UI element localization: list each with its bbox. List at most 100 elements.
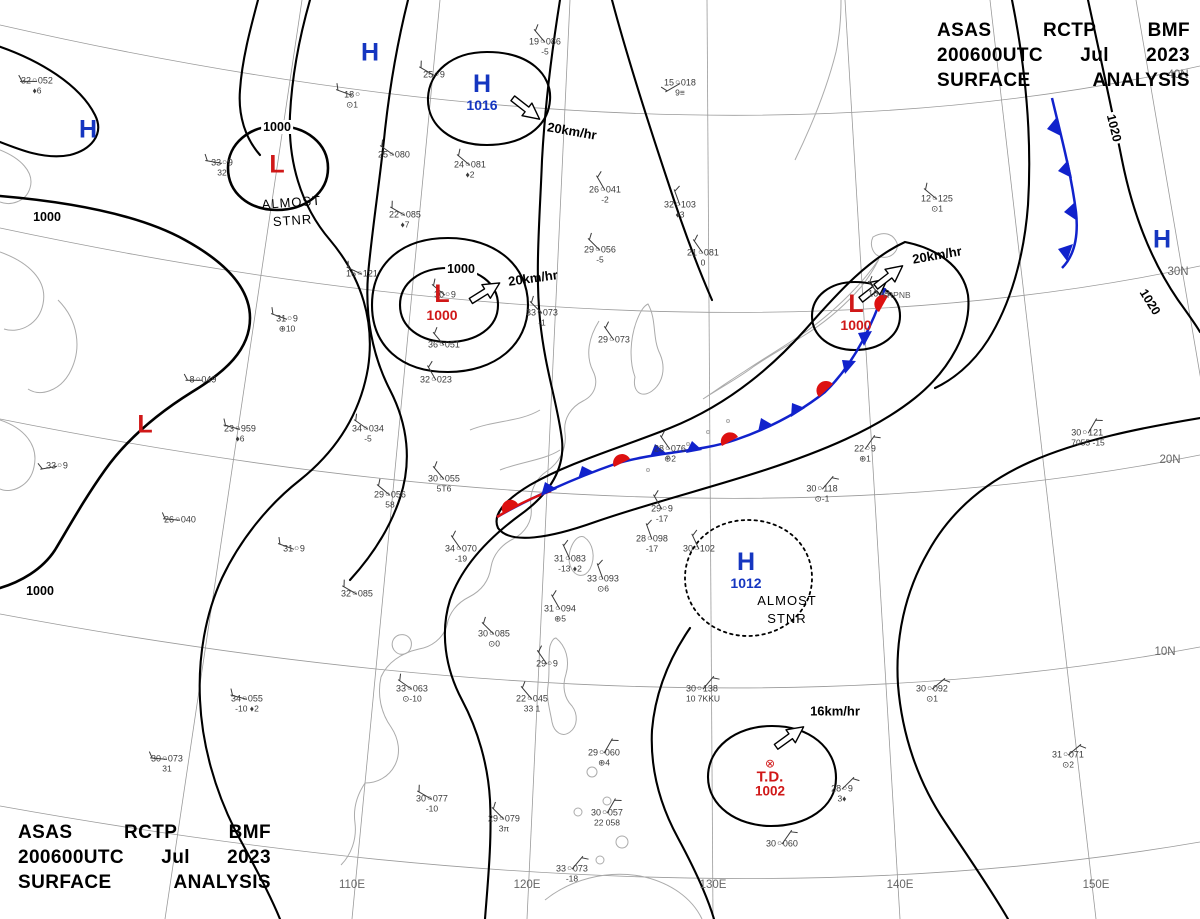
station-sub-value: 3π [498, 823, 510, 834]
station-value-left: 33 [396, 683, 407, 694]
pressure-system-value: 1002 [754, 783, 786, 799]
station-values: 30 ○ 9 [434, 290, 456, 301]
station-value-right: 9 [439, 69, 445, 80]
station-values: 25 ○ 9 [423, 70, 445, 81]
station-sub-value: 58 [385, 499, 395, 510]
pressure-system-letter: L [434, 280, 450, 309]
station-value-right: 118 [823, 483, 838, 494]
pressure-system-letter: H [360, 38, 380, 67]
station-sub-value: -1 [538, 317, 546, 328]
station-sub-value: ⊕2 [664, 453, 676, 464]
station-value-right: 018 [680, 77, 696, 88]
station-value-left: 31 [1052, 749, 1063, 760]
station-value-right: 076 [670, 443, 686, 454]
latitude-label: 40N [1167, 69, 1189, 81]
pressure-system-letter: L [848, 290, 864, 319]
station-value-left: 29 [374, 489, 385, 500]
station-value-left: 30 [478, 628, 489, 639]
pressure-system-letter: T.D. [756, 768, 784, 786]
station-values: 30 ○ 121 [1071, 428, 1105, 439]
station-sub-value: -10 [425, 803, 439, 814]
cold-front-triangle [1058, 160, 1072, 178]
station-circle-icon: ○ [565, 554, 570, 564]
longitude-label: 130E [699, 879, 727, 891]
isobar-closed-low [810, 280, 902, 352]
station-value-right: 060 [782, 838, 798, 849]
station-plot: 29 ○ 056 -5 [584, 232, 616, 266]
station-value-right: 125 [937, 193, 953, 204]
warm-front-semicircle [613, 454, 630, 467]
station-circle-icon: ○ [662, 504, 667, 514]
coastline-russia [794, 0, 842, 161]
station-sub-value: ⊙1 [926, 693, 938, 704]
front-stationary [496, 287, 888, 519]
coastline-hokkaido [870, 233, 898, 258]
coastline-island [595, 855, 605, 865]
station-value-right: 093 [603, 573, 619, 584]
station-plot: 30 ○ 057 22 058 [591, 798, 623, 829]
pressure-system-high: H 1012 [730, 550, 761, 590]
station-circle-icon: ○ [602, 808, 607, 818]
station-value-left: 30 [1071, 427, 1082, 438]
station-sub-value: 5T6 [436, 483, 452, 494]
station-values: 30 ○ 085 [478, 629, 510, 640]
station-value-right: 094 [560, 603, 576, 614]
chart-title-line-3: SURFACE ANALYSIS [18, 872, 271, 893]
station-plot: 26 ○ 041 -2 [589, 171, 621, 206]
station-values: 15○018 [664, 78, 696, 89]
station-values: 19 ○ 086 [529, 37, 561, 48]
isobar-path [443, 0, 564, 919]
station-sub-value: -19 [454, 553, 468, 564]
cold-front-triangle [1058, 244, 1073, 261]
isobar-path [198, 0, 371, 919]
coastline-luzon [547, 637, 577, 735]
station-plot: 12○125⊙1 [921, 182, 953, 215]
station-circle-icon: ○ [600, 185, 605, 195]
station-value-left: 19 [529, 36, 540, 47]
isobar-path [0, 45, 100, 158]
station-plot: 22○085♦7 [389, 200, 421, 231]
station-value-right: 080 [394, 149, 410, 160]
station-circle-icon: ○ [567, 864, 572, 874]
station-value-left: 25 [378, 149, 389, 160]
station-value-right: 081 [470, 159, 486, 170]
station-sub-value: -2 [601, 194, 609, 205]
station-value-right: 9 [62, 460, 68, 471]
station-value-right: 086 [545, 36, 561, 47]
station-plot: 28 ○ 9 3♦ [831, 776, 860, 805]
station-plot: 32 ○ 103 ♦3 [664, 185, 696, 221]
station-plot: 26○040 [161, 512, 196, 526]
station-value-right: 073 [542, 307, 558, 318]
isobar-dotted-high [684, 519, 813, 637]
coastline-ryukyu-island [706, 430, 710, 434]
map-annotation-line: YRPNB [881, 290, 911, 301]
station-value-right: 056 [390, 489, 406, 500]
station-value-left: 30 [416, 793, 427, 804]
station-circle-icon: ○ [287, 314, 292, 324]
pressure-system-letter: H [78, 115, 98, 144]
station-value-left: 33 [526, 307, 537, 318]
station-value-right: 041 [605, 184, 621, 195]
chart-title-block-top-right: ASAS RCTP BMF 200600UTC Jul 2023 SURFACE… [937, 18, 1190, 93]
station-value-left: 34 [445, 543, 456, 554]
latitude-label: 20N [1159, 454, 1181, 466]
pressure-system-letter: L [269, 150, 285, 179]
station-plot: 22 ○ 9 ⊕1 [854, 435, 881, 465]
station-value-left: 26 [589, 184, 600, 195]
station-circle-icon: ○ [434, 69, 439, 79]
station-circle-icon: ○ [294, 543, 299, 553]
station-plot: 31 ○ 9 [277, 537, 305, 555]
station-plot: 34○055-10 ♦2 [230, 688, 263, 715]
station-plot: 16 ○ 9 [867, 275, 890, 300]
station-sub-value: 7055 -15 [1071, 437, 1105, 448]
station-value-left: 31 [276, 313, 287, 324]
station-value-left: 29 [588, 747, 599, 758]
station-value-left: 34 [231, 693, 242, 704]
station-sub-value: ⊙1 [346, 99, 358, 110]
station-circle-icon: ○ [675, 200, 680, 210]
station-values: 21 ○ 081 [687, 248, 719, 259]
pressure-system-high: H [79, 117, 97, 143]
